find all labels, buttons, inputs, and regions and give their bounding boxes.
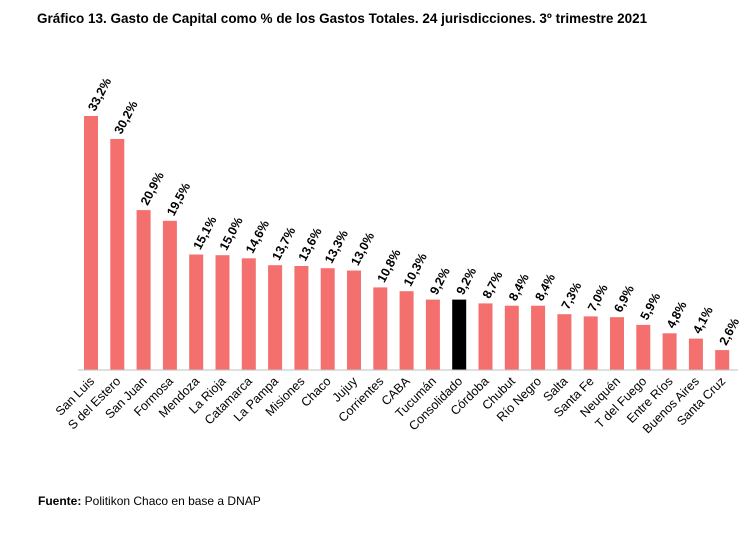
data-label-14: 9,2% bbox=[453, 265, 479, 297]
bar-17 bbox=[531, 305, 546, 370]
data-label-4: 15,1% bbox=[190, 214, 219, 252]
data-labels-group: 33,2%30,2% 20,9%19,5%15,1%15,0%14,6%13,7%… bbox=[85, 76, 742, 348]
bar-12 bbox=[399, 291, 414, 370]
data-label-20: 6,9% bbox=[611, 283, 637, 315]
bar-0 bbox=[84, 116, 98, 370]
bar-20 bbox=[610, 317, 624, 370]
bar-13 bbox=[425, 299, 440, 370]
bar-1 bbox=[110, 139, 125, 370]
bar-2 bbox=[136, 210, 151, 370]
bars-group bbox=[84, 116, 730, 370]
data-label-10: 13,0% bbox=[348, 230, 377, 268]
bar-14 bbox=[452, 299, 467, 370]
data-label-12: 10,3% bbox=[401, 251, 430, 289]
bar-22 bbox=[662, 333, 677, 370]
data-label-22: 4,8% bbox=[664, 299, 690, 331]
bar-15 bbox=[478, 303, 493, 370]
category-label-9: Chaco bbox=[298, 374, 333, 409]
bar-23 bbox=[688, 338, 703, 370]
bar-9 bbox=[320, 268, 335, 370]
data-label-8: 13,6% bbox=[296, 226, 325, 264]
data-label-24: 2,6% bbox=[716, 316, 742, 348]
data-label-1: 30,2% bbox=[112, 99, 141, 137]
bar-24 bbox=[715, 350, 730, 370]
bar-18 bbox=[557, 314, 572, 370]
bar-10 bbox=[347, 270, 361, 370]
data-label-7: 13,7% bbox=[269, 225, 298, 263]
source-label: Fuente: bbox=[38, 494, 82, 508]
bar-16 bbox=[504, 305, 519, 370]
data-label-3: 19,5% bbox=[164, 180, 193, 218]
data-label-11: 10,8% bbox=[375, 247, 404, 285]
data-label-16: 8,4% bbox=[506, 271, 532, 303]
data-label-0: 33,2% bbox=[85, 76, 114, 114]
data-label-5: 15,0% bbox=[217, 215, 246, 253]
data-label-19: 7,0% bbox=[585, 282, 611, 314]
bar-11 bbox=[373, 287, 388, 370]
source-text: Politikon Chaco en base a DNAP bbox=[81, 494, 261, 508]
data-label-9: 13,3% bbox=[322, 228, 351, 266]
bar-21 bbox=[636, 324, 651, 370]
data-label-21: 5,9% bbox=[638, 291, 664, 323]
data-label-13: 9,2% bbox=[427, 265, 453, 297]
bar-19 bbox=[583, 316, 598, 370]
data-label-17: 8,4% bbox=[532, 271, 558, 303]
data-label-2: 20,9% bbox=[138, 170, 167, 208]
bar-7 bbox=[268, 265, 283, 370]
bar-8 bbox=[294, 266, 309, 370]
data-label-6: 14,6% bbox=[243, 218, 272, 256]
data-label-18: 7,3% bbox=[559, 280, 585, 312]
data-label-15: 8,7% bbox=[480, 269, 506, 301]
bar-5 bbox=[215, 255, 230, 370]
bar-6 bbox=[241, 258, 256, 370]
source-note: Fuente: Politikon Chaco en base a DNAP bbox=[38, 494, 261, 508]
chart-title: Gráfico 13. Gasto de Capital como % de l… bbox=[37, 11, 648, 26]
bar-4 bbox=[189, 254, 204, 370]
bar-3 bbox=[162, 220, 177, 370]
data-label-23: 4,1% bbox=[690, 304, 716, 336]
